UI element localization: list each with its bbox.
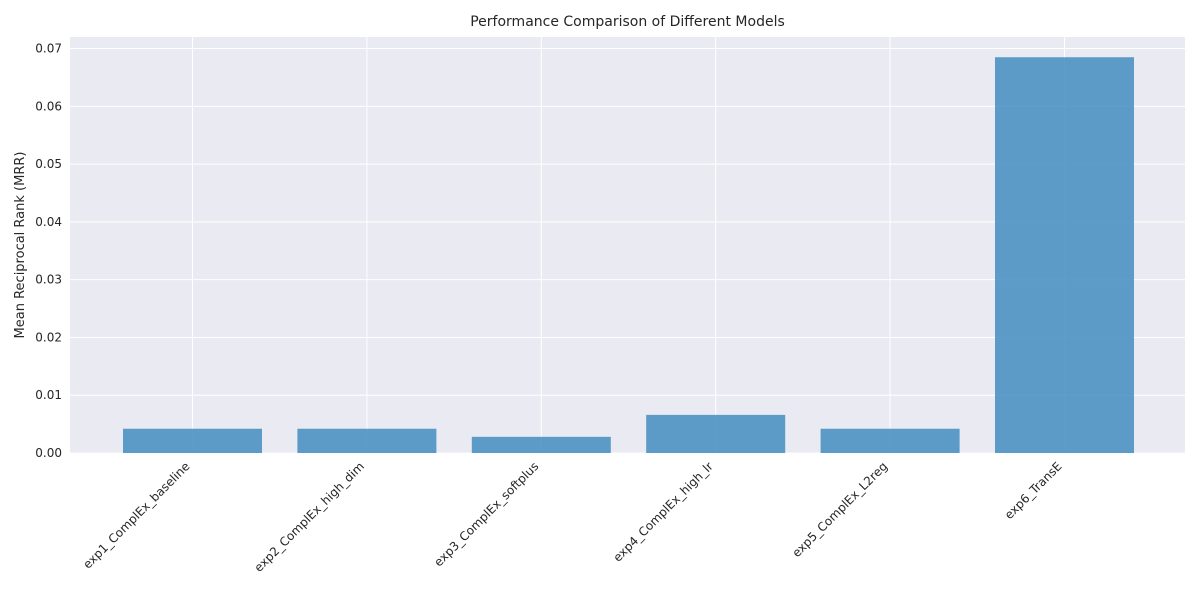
y-tick-label: 0.00 (35, 446, 62, 460)
x-tick-label-exp3_ComplEx_softplus: exp3_ComplEx_softplus (431, 459, 541, 569)
bar-exp5_ComplEx_L2reg (820, 428, 960, 453)
x-tick-label-exp5_ComplEx_L2reg: exp5_ComplEx_L2reg (789, 459, 890, 560)
y-tick-label: 0.05 (35, 157, 62, 171)
bar-exp1_ComplEx_baseline (123, 428, 262, 453)
y-tick-labels: 0.00 0.01 0.02 0.03 0.04 0.05 0.06 0.07 (35, 42, 62, 460)
y-tick-label: 0.03 (35, 273, 62, 287)
y-tick-label: 0.06 (35, 99, 62, 113)
x-tick-labels: exp1_ComplEx_baseline exp2_ComplEx_high_d… (80, 459, 1064, 575)
x-tick-label-exp6_TransE: exp6_TransE (1002, 459, 1065, 522)
y-tick-label: 0.07 (35, 42, 62, 56)
y-tick-label: 0.02 (35, 330, 62, 344)
bar-exp6_TransE (995, 57, 1134, 453)
y-tick-label: 0.04 (35, 215, 62, 229)
bar-exp3_ComplEx_softplus (471, 436, 611, 453)
x-tick-label-exp2_ComplEx_high_dim: exp2_ComplEx_high_dim (251, 459, 367, 575)
y-tick-label: 0.01 (35, 388, 62, 402)
x-tick-label-exp4_ComplEx_high_lr: exp4_ComplEx_high_lr (610, 459, 715, 564)
bars (123, 57, 1134, 453)
chart-title: Performance Comparison of Different Mode… (470, 14, 785, 30)
y-axis-label: Mean Reciprocal Rank (MRR) (13, 152, 28, 339)
bar-exp4_ComplEx_high_lr (646, 414, 786, 453)
bar-exp2_ComplEx_high_dim (297, 428, 437, 453)
x-tick-label-exp1_ComplEx_baseline: exp1_ComplEx_baseline (80, 459, 192, 571)
